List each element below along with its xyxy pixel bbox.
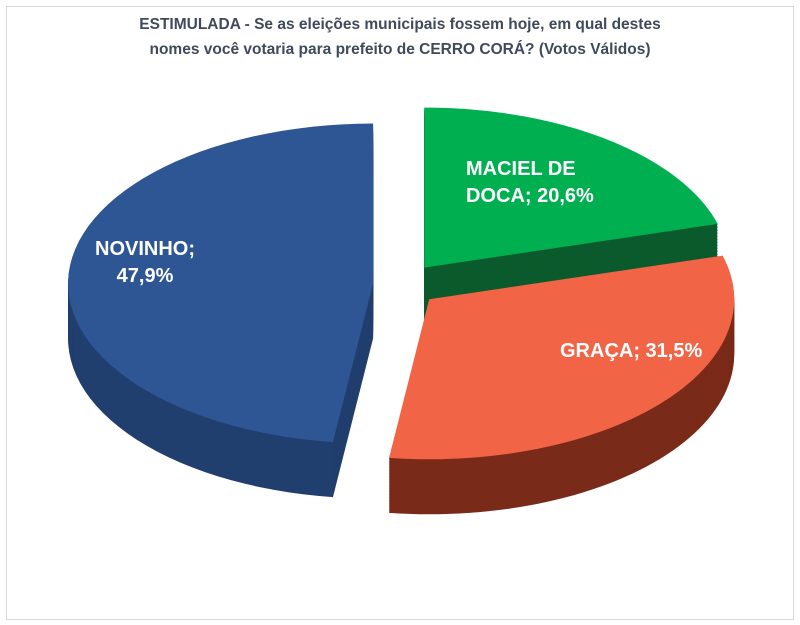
slice-maciel xyxy=(424,107,718,268)
slice-label-line: GRAÇA; 31,5% xyxy=(560,340,703,362)
slice-label-line: NOVINHO; xyxy=(95,238,195,260)
chart-title-line1: ESTIMULADA - Se as eleições municipais f… xyxy=(139,16,661,33)
chart-title: ESTIMULADA - Se as eleições municipais f… xyxy=(0,12,800,62)
slice-novinho xyxy=(68,123,374,443)
slice-label-line: 47,9% xyxy=(116,265,174,287)
slice-graca xyxy=(389,255,735,460)
chart-title-line2: nomes você votaria para prefeito de CERR… xyxy=(149,41,651,58)
slice-label-maciel: MACIEL DE DOCA; 20,6% xyxy=(466,156,594,210)
slice-label-novinho: NOVINHO; 47,9% xyxy=(80,236,210,290)
slice-label-line: MACIEL DE xyxy=(466,158,576,180)
chart-frame xyxy=(6,6,794,620)
slice-label-graca: GRAÇA; 31,5% xyxy=(560,338,702,365)
slice-label-line: DOCA; 20,6% xyxy=(466,185,594,207)
